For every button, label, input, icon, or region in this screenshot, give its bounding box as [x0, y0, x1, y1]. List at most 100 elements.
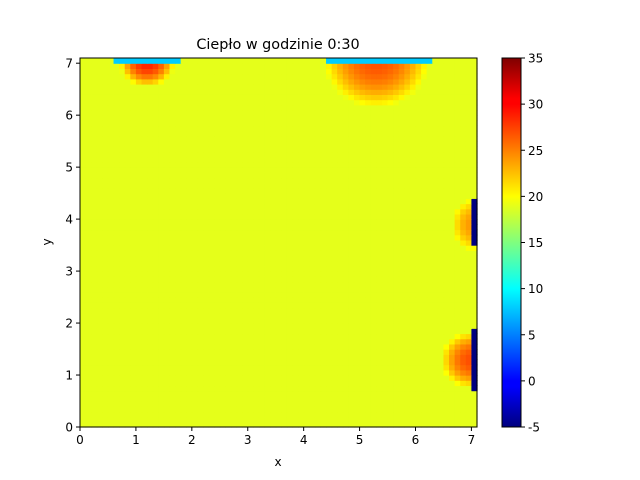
- heatmap-cell: [253, 172, 260, 179]
- heatmap-cell: [465, 406, 473, 413]
- heatmap-cell: [80, 380, 87, 387]
- heatmap-cell: [96, 416, 103, 423]
- heatmap-cell: [348, 177, 355, 184]
- heatmap-cell: [124, 198, 131, 205]
- heatmap-cell: [387, 312, 394, 319]
- heatmap-cell: [426, 354, 433, 361]
- heatmap-cell: [292, 83, 299, 90]
- heatmap-cell: [186, 63, 193, 69]
- heatmap-cell: [113, 104, 120, 111]
- heatmap-cell: [314, 120, 322, 127]
- heatmap-cell: [292, 317, 299, 324]
- heatmap-cell: [236, 375, 243, 381]
- heatmap-cell: [398, 115, 405, 121]
- heatmap-cell: [236, 234, 243, 241]
- heatmap-cell: [337, 255, 344, 262]
- heatmap-cell: [454, 338, 461, 345]
- heatmap-cell: [376, 224, 383, 231]
- heatmap-cell: [454, 151, 461, 158]
- heatmap-cell: [225, 224, 232, 231]
- heatmap-cell: [348, 99, 355, 106]
- heatmap-cell: [180, 375, 187, 381]
- heatmap-cell: [225, 99, 232, 106]
- heatmap-cell: [186, 182, 193, 189]
- heatmap-cell: [432, 359, 439, 366]
- heatmap-cell: [465, 135, 473, 142]
- heatmap-cell: [186, 245, 193, 251]
- heatmap-cell: [314, 198, 322, 205]
- heatmap-cell: [264, 406, 271, 413]
- heatmap-cell: [415, 317, 422, 324]
- heatmap-cell: [331, 255, 338, 262]
- heatmap-cell: [264, 271, 271, 277]
- heatmap-cell: [275, 250, 282, 257]
- heatmap-cell: [152, 271, 159, 277]
- heatmap-cell: [141, 276, 148, 283]
- heatmap-cell: [85, 141, 92, 147]
- heatmap-cell: [113, 177, 120, 184]
- heatmap-cell: [437, 83, 445, 90]
- heatmap-cell: [292, 416, 299, 423]
- heatmap-cell: [236, 380, 243, 387]
- heatmap-cell: [203, 286, 210, 293]
- heatmap-cell: [398, 411, 405, 418]
- heatmap-cell: [449, 78, 456, 85]
- heatmap-cell: [219, 349, 226, 355]
- heatmap-cell: [219, 182, 226, 189]
- heatmap-cell: [175, 135, 182, 142]
- heatmap-cell: [370, 208, 377, 215]
- heatmap-cell: [370, 187, 377, 194]
- heatmap-cell: [348, 78, 355, 85]
- heatmap-cell: [421, 120, 428, 127]
- heatmap-cell: [180, 219, 187, 225]
- heatmap-cell: [242, 115, 249, 121]
- heatmap-cell: [130, 94, 137, 101]
- heatmap-cell: [426, 312, 433, 319]
- heatmap-cell: [309, 286, 316, 293]
- heatmap-cell: [281, 172, 288, 179]
- heatmap-cell: [432, 156, 439, 163]
- heatmap-cell: [175, 161, 182, 168]
- heatmap-cell: [96, 172, 103, 179]
- heatmap-cell: [80, 338, 87, 345]
- heatmap-cell: [314, 234, 322, 241]
- heatmap-cell: [264, 73, 271, 80]
- heatmap-cell: [85, 291, 92, 298]
- heatmap-cell: [107, 395, 115, 402]
- heatmap-cell: [404, 94, 411, 101]
- heatmap-cell: [107, 63, 115, 69]
- heatmap-cell: [152, 245, 159, 251]
- heatmap-cell: [102, 281, 109, 288]
- heatmap-cell: [432, 198, 439, 205]
- heatmap-cell: [147, 104, 154, 111]
- heatmap-cell: [242, 307, 249, 314]
- heatmap-cell: [432, 89, 439, 95]
- heatmap-cell: [381, 83, 389, 90]
- heatmap-cell: [135, 130, 143, 137]
- heatmap-cell: [320, 421, 327, 428]
- heatmap-cell: [298, 369, 305, 376]
- heatmap-cell: [437, 343, 445, 350]
- heatmap-cell: [303, 229, 310, 236]
- heatmap-cell: [331, 380, 338, 387]
- heatmap-cell: [348, 198, 355, 205]
- heatmap-cell: [214, 219, 221, 225]
- heatmap-cell: [124, 395, 131, 402]
- heatmap-cell: [381, 109, 389, 116]
- heatmap-cell: [175, 317, 182, 324]
- heatmap-cell: [152, 94, 159, 101]
- heatmap-cell: [191, 395, 199, 402]
- heatmap-cell: [186, 401, 193, 407]
- heatmap-cell: [119, 224, 126, 231]
- heatmap-cell: [286, 343, 294, 350]
- heatmap-cell: [393, 411, 400, 418]
- heatmap-cell: [281, 359, 288, 366]
- heatmap-cell: [348, 265, 355, 272]
- heatmap-cell: [85, 234, 92, 241]
- heatmap-cell: [102, 58, 109, 64]
- heatmap-cell: [314, 276, 322, 283]
- heatmap-cell: [404, 73, 411, 80]
- heatmap-cell: [141, 390, 148, 397]
- heatmap-cell: [85, 213, 92, 220]
- heatmap-cell: [404, 167, 411, 173]
